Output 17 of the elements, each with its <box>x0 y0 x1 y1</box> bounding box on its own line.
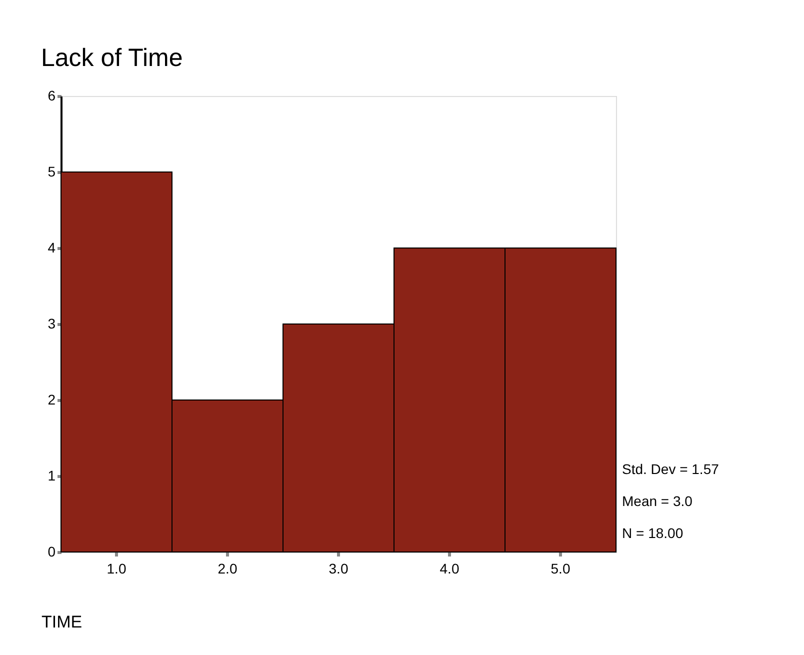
y-tick-label: 2 <box>48 392 56 408</box>
y-tick-label: 6 <box>48 88 56 104</box>
x-tick-label: 2.0 <box>218 560 238 576</box>
y-tick-label: 0 <box>48 544 56 560</box>
x-tick-label: 1.0 <box>106 560 126 576</box>
x-tick-label: 4.0 <box>440 560 460 576</box>
y-tick-label: 1 <box>48 468 56 484</box>
y-tick-label: 3 <box>48 316 56 332</box>
text: N = 18.00 <box>622 525 684 541</box>
x-tick-label: 3.0 <box>328 560 348 576</box>
text: Mean = 3.0 <box>622 493 693 509</box>
text: Std. Dev = 1.57 <box>622 461 720 477</box>
chart-title: Lack of Time <box>41 44 183 72</box>
x-tick-label: 5.0 <box>550 560 570 576</box>
y-tick-label: 5 <box>48 164 56 180</box>
x-axis-title: TIME <box>42 612 82 632</box>
y-tick-label: 4 <box>48 240 56 256</box>
